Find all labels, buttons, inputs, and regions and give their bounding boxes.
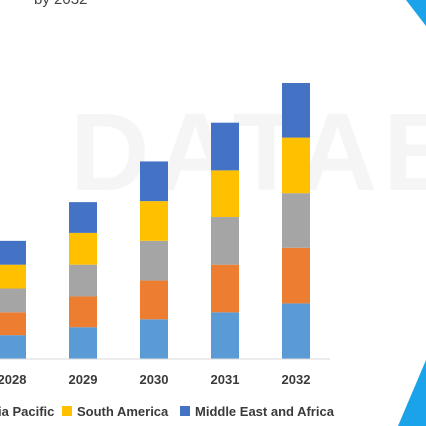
bar-segment-2031-s0 (211, 312, 239, 359)
bar-segment-2028-s0 (0, 335, 26, 359)
x-tick-label-2032: 2032 (282, 372, 311, 387)
x-ticks-group: 2028 2029 2030 2031 2032 (0, 372, 310, 387)
legend-label-2: Middle East and Africa (195, 404, 335, 419)
bars-group (0, 82, 310, 359)
bar-segment-2028-s2 (0, 288, 26, 313)
bar-segment-2029-s1 (69, 296, 97, 328)
bar-segment-2030-s1 (140, 280, 168, 320)
bar-segment-2032-s4 (282, 82, 310, 138)
bar-segment-2030-s0 (140, 319, 168, 359)
legend-item-2: Middle East and Africa (180, 404, 335, 419)
legend-item-1: South America (62, 404, 169, 419)
legend-swatch-1 (62, 406, 72, 416)
bar-segment-2030-s4 (140, 161, 168, 202)
chart-subtitle: by 2032 (34, 0, 87, 8)
bar-segment-2031-s4 (211, 122, 239, 171)
legend-label-1: South America (77, 404, 169, 419)
x-tick-label-2028: 2028 (0, 372, 26, 387)
bar-segment-2031-s1 (211, 264, 239, 313)
bar-segment-2028-s3 (0, 264, 26, 289)
bar-segment-2032-s3 (282, 137, 310, 194)
bar-segment-2031-s2 (211, 217, 239, 265)
bar-segment-2028-s1 (0, 312, 26, 336)
bar-segment-2032-s0 (282, 303, 310, 359)
bar-segment-2028-s4 (0, 240, 26, 265)
bar-segment-2029-s0 (69, 327, 97, 359)
watermark-text: DATABRIDGE (70, 91, 426, 214)
x-tick-label-2031: 2031 (211, 372, 240, 387)
bar-segment-2029-s3 (69, 232, 97, 265)
bar-segment-2029-s2 (69, 264, 97, 297)
legend-label-0: ia Pacific (0, 404, 54, 419)
x-tick-label-2030: 2030 (140, 372, 169, 387)
bar-segment-2032-s1 (282, 247, 310, 304)
bar-segment-2030-s2 (140, 240, 168, 281)
legend: ia Pacific South America Middle East and A… (0, 404, 335, 419)
legend-item-0: ia Pacific (0, 404, 54, 419)
bar-segment-2031-s3 (211, 170, 239, 218)
bar-segment-2032-s2 (282, 193, 310, 248)
bar-segment-2030-s3 (140, 201, 168, 241)
bar-segment-2029-s4 (69, 202, 97, 233)
x-tick-label-2029: 2029 (69, 372, 98, 387)
legend-swatch-2 (180, 406, 190, 416)
